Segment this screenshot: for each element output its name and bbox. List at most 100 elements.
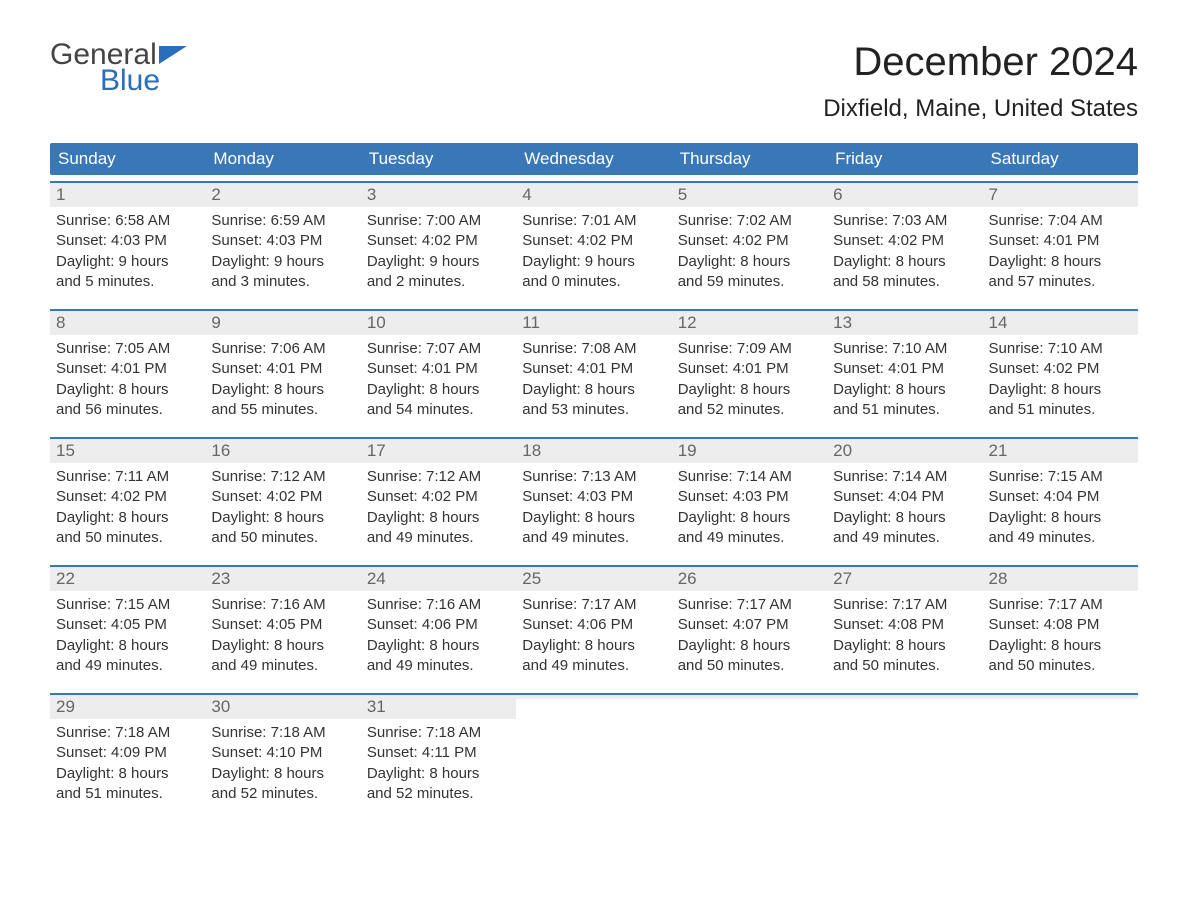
- day-body: Sunrise: 7:08 AMSunset: 4:01 PMDaylight:…: [516, 335, 671, 424]
- day-body: Sunrise: 7:18 AMSunset: 4:10 PMDaylight:…: [205, 719, 360, 808]
- day-cell: 31Sunrise: 7:18 AMSunset: 4:11 PMDayligh…: [361, 695, 516, 815]
- day-body: Sunrise: 7:01 AMSunset: 4:02 PMDaylight:…: [516, 207, 671, 296]
- day-body: Sunrise: 7:10 AMSunset: 4:02 PMDaylight:…: [983, 335, 1138, 424]
- day-number: 22: [50, 567, 205, 591]
- day-body: Sunrise: 7:09 AMSunset: 4:01 PMDaylight:…: [672, 335, 827, 424]
- week-row: 8Sunrise: 7:05 AMSunset: 4:01 PMDaylight…: [50, 309, 1138, 431]
- day-cell: 29Sunrise: 7:18 AMSunset: 4:09 PMDayligh…: [50, 695, 205, 815]
- day-number: 19: [672, 439, 827, 463]
- day-body: Sunrise: 7:13 AMSunset: 4:03 PMDaylight:…: [516, 463, 671, 552]
- day-number: 29: [50, 695, 205, 719]
- week-row: 1Sunrise: 6:58 AMSunset: 4:03 PMDaylight…: [50, 181, 1138, 303]
- day-number: 26: [672, 567, 827, 591]
- day-number: 13: [827, 311, 982, 335]
- day-body: Sunrise: 7:00 AMSunset: 4:02 PMDaylight:…: [361, 207, 516, 296]
- day-number: 3: [361, 183, 516, 207]
- day-cell: 24Sunrise: 7:16 AMSunset: 4:06 PMDayligh…: [361, 567, 516, 687]
- day-cell: [672, 695, 827, 815]
- day-header-cell: Thursday: [672, 143, 827, 175]
- day-header-row: SundayMondayTuesdayWednesdayThursdayFrid…: [50, 143, 1138, 175]
- day-header-cell: Sunday: [50, 143, 205, 175]
- day-number: 9: [205, 311, 360, 335]
- week-row: 15Sunrise: 7:11 AMSunset: 4:02 PMDayligh…: [50, 437, 1138, 559]
- day-body: Sunrise: 7:03 AMSunset: 4:02 PMDaylight:…: [827, 207, 982, 296]
- day-cell: [516, 695, 671, 815]
- day-cell: 27Sunrise: 7:17 AMSunset: 4:08 PMDayligh…: [827, 567, 982, 687]
- day-cell: [827, 695, 982, 815]
- title-block: December 2024 Dixfield, Maine, United St…: [823, 40, 1138, 133]
- day-cell: 16Sunrise: 7:12 AMSunset: 4:02 PMDayligh…: [205, 439, 360, 559]
- day-header-cell: Tuesday: [361, 143, 516, 175]
- day-body: Sunrise: 7:17 AMSunset: 4:08 PMDaylight:…: [827, 591, 982, 680]
- day-cell: 11Sunrise: 7:08 AMSunset: 4:01 PMDayligh…: [516, 311, 671, 431]
- day-cell: 7Sunrise: 7:04 AMSunset: 4:01 PMDaylight…: [983, 183, 1138, 303]
- day-number: [672, 695, 827, 699]
- day-cell: 6Sunrise: 7:03 AMSunset: 4:02 PMDaylight…: [827, 183, 982, 303]
- day-header-cell: Wednesday: [516, 143, 671, 175]
- day-cell: 12Sunrise: 7:09 AMSunset: 4:01 PMDayligh…: [672, 311, 827, 431]
- day-cell: [983, 695, 1138, 815]
- day-number: 25: [516, 567, 671, 591]
- day-body: Sunrise: 7:18 AMSunset: 4:09 PMDaylight:…: [50, 719, 205, 808]
- day-body: Sunrise: 6:58 AMSunset: 4:03 PMDaylight:…: [50, 207, 205, 296]
- day-body: Sunrise: 7:06 AMSunset: 4:01 PMDaylight:…: [205, 335, 360, 424]
- day-number: 24: [361, 567, 516, 591]
- day-cell: 23Sunrise: 7:16 AMSunset: 4:05 PMDayligh…: [205, 567, 360, 687]
- day-number: [827, 695, 982, 699]
- header: General Blue December 2024 Dixfield, Mai…: [50, 40, 1138, 133]
- day-number: 5: [672, 183, 827, 207]
- week-row: 22Sunrise: 7:15 AMSunset: 4:05 PMDayligh…: [50, 565, 1138, 687]
- day-number: 27: [827, 567, 982, 591]
- month-title: December 2024: [823, 40, 1138, 85]
- day-number: 6: [827, 183, 982, 207]
- day-body: Sunrise: 7:12 AMSunset: 4:02 PMDaylight:…: [361, 463, 516, 552]
- day-body: Sunrise: 7:04 AMSunset: 4:01 PMDaylight:…: [983, 207, 1138, 296]
- day-header-cell: Friday: [827, 143, 982, 175]
- day-number: 7: [983, 183, 1138, 207]
- day-body: Sunrise: 7:10 AMSunset: 4:01 PMDaylight:…: [827, 335, 982, 424]
- day-body: Sunrise: 7:15 AMSunset: 4:04 PMDaylight:…: [983, 463, 1138, 552]
- day-number: 8: [50, 311, 205, 335]
- day-cell: 26Sunrise: 7:17 AMSunset: 4:07 PMDayligh…: [672, 567, 827, 687]
- day-number: 23: [205, 567, 360, 591]
- day-cell: 21Sunrise: 7:15 AMSunset: 4:04 PMDayligh…: [983, 439, 1138, 559]
- day-body: Sunrise: 7:02 AMSunset: 4:02 PMDaylight:…: [672, 207, 827, 296]
- day-number: 17: [361, 439, 516, 463]
- day-number: 16: [205, 439, 360, 463]
- day-number: 14: [983, 311, 1138, 335]
- day-cell: 14Sunrise: 7:10 AMSunset: 4:02 PMDayligh…: [983, 311, 1138, 431]
- day-cell: 1Sunrise: 6:58 AMSunset: 4:03 PMDaylight…: [50, 183, 205, 303]
- day-number: 21: [983, 439, 1138, 463]
- day-header-cell: Monday: [205, 143, 360, 175]
- logo-text-blue: Blue: [100, 66, 187, 96]
- day-number: 12: [672, 311, 827, 335]
- day-cell: 17Sunrise: 7:12 AMSunset: 4:02 PMDayligh…: [361, 439, 516, 559]
- day-cell: 4Sunrise: 7:01 AMSunset: 4:02 PMDaylight…: [516, 183, 671, 303]
- day-body: Sunrise: 7:11 AMSunset: 4:02 PMDaylight:…: [50, 463, 205, 552]
- day-number: 31: [361, 695, 516, 719]
- day-number: 11: [516, 311, 671, 335]
- day-body: Sunrise: 7:07 AMSunset: 4:01 PMDaylight:…: [361, 335, 516, 424]
- day-number: 4: [516, 183, 671, 207]
- day-number: 1: [50, 183, 205, 207]
- day-body: Sunrise: 7:14 AMSunset: 4:03 PMDaylight:…: [672, 463, 827, 552]
- day-cell: 22Sunrise: 7:15 AMSunset: 4:05 PMDayligh…: [50, 567, 205, 687]
- calendar: SundayMondayTuesdayWednesdayThursdayFrid…: [50, 143, 1138, 815]
- day-body: Sunrise: 7:15 AMSunset: 4:05 PMDaylight:…: [50, 591, 205, 680]
- day-cell: 3Sunrise: 7:00 AMSunset: 4:02 PMDaylight…: [361, 183, 516, 303]
- day-cell: 10Sunrise: 7:07 AMSunset: 4:01 PMDayligh…: [361, 311, 516, 431]
- flag-icon: [159, 46, 187, 64]
- day-number: [983, 695, 1138, 699]
- day-body: Sunrise: 7:12 AMSunset: 4:02 PMDaylight:…: [205, 463, 360, 552]
- day-cell: 19Sunrise: 7:14 AMSunset: 4:03 PMDayligh…: [672, 439, 827, 559]
- day-cell: 30Sunrise: 7:18 AMSunset: 4:10 PMDayligh…: [205, 695, 360, 815]
- day-number: 2: [205, 183, 360, 207]
- day-cell: 28Sunrise: 7:17 AMSunset: 4:08 PMDayligh…: [983, 567, 1138, 687]
- day-header-cell: Saturday: [983, 143, 1138, 175]
- day-cell: 18Sunrise: 7:13 AMSunset: 4:03 PMDayligh…: [516, 439, 671, 559]
- day-number: 10: [361, 311, 516, 335]
- day-cell: 13Sunrise: 7:10 AMSunset: 4:01 PMDayligh…: [827, 311, 982, 431]
- day-body: Sunrise: 7:05 AMSunset: 4:01 PMDaylight:…: [50, 335, 205, 424]
- day-cell: 20Sunrise: 7:14 AMSunset: 4:04 PMDayligh…: [827, 439, 982, 559]
- day-number: 15: [50, 439, 205, 463]
